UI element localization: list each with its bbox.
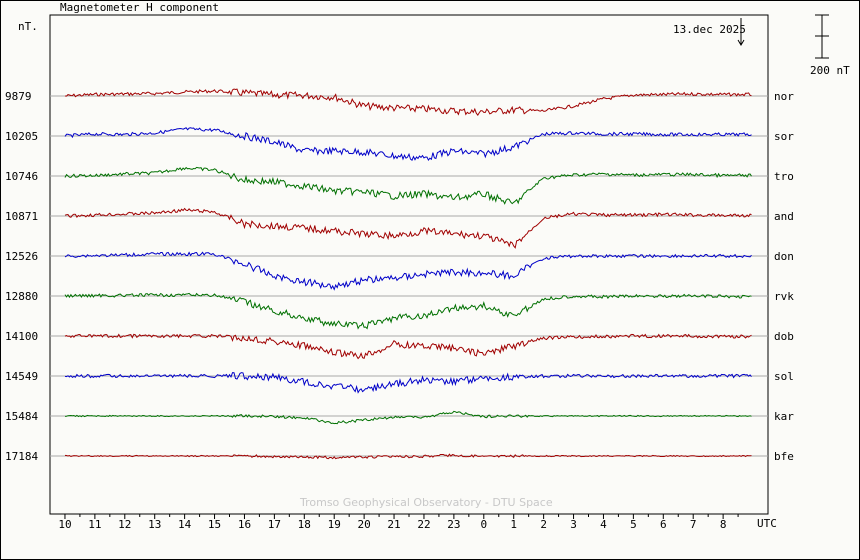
x-tick-label-13: 13 xyxy=(148,518,161,531)
x-tick-label-10: 10 xyxy=(58,518,71,531)
x-tick-label-23: 23 xyxy=(447,518,460,531)
x-tick-label-11: 11 xyxy=(88,518,101,531)
x-tick-label-6: 6 xyxy=(660,518,667,531)
credit-text: Tromso Geophysical Observatory - DTU Spa… xyxy=(299,496,553,509)
scale-bar-label: 200 nT xyxy=(810,64,850,77)
date-marker-arrow xyxy=(737,18,745,46)
chart-title: Magnetometer H component xyxy=(60,1,219,14)
x-tick-label-21: 21 xyxy=(387,518,400,531)
trace-and xyxy=(64,207,752,249)
x-tick-label-15: 15 xyxy=(208,518,221,531)
y-axis-unit: nT. xyxy=(18,20,38,33)
x-tick-label-22: 22 xyxy=(417,518,430,531)
trace-dob xyxy=(64,333,752,360)
trace-nor xyxy=(64,88,752,116)
baseline-value-bfe: 17184 xyxy=(5,450,38,463)
x-tick-label-17: 17 xyxy=(268,518,281,531)
trace-tro xyxy=(64,166,752,205)
baseline-value-dob: 14100 xyxy=(5,330,38,343)
station-label-don: don xyxy=(774,250,794,263)
trace-bfe xyxy=(64,453,752,460)
x-tick-label-19: 19 xyxy=(328,518,341,531)
station-label-bfe: bfe xyxy=(774,450,794,463)
station-label-sor: sor xyxy=(774,130,794,143)
station-label-and: and xyxy=(774,210,794,223)
x-tick-label-12: 12 xyxy=(118,518,131,531)
x-tick-label-4: 4 xyxy=(600,518,607,531)
x-tick-label-20: 20 xyxy=(358,518,371,531)
x-tick-label-14: 14 xyxy=(178,518,192,531)
trace-kar xyxy=(64,410,752,425)
station-label-kar: kar xyxy=(774,410,794,423)
station-label-sol: sol xyxy=(774,370,794,383)
baseline-value-nor: 9879 xyxy=(5,90,32,103)
x-tick-label-5: 5 xyxy=(630,518,637,531)
trace-sol xyxy=(64,372,752,394)
x-tick-label-16: 16 xyxy=(238,518,251,531)
baseline-value-don: 12526 xyxy=(5,250,38,263)
x-tick-label-18: 18 xyxy=(298,518,311,531)
scale-bar xyxy=(815,14,829,59)
trace-sor xyxy=(64,127,752,162)
x-tick-label-0: 0 xyxy=(480,518,487,531)
x-tick-label-7: 7 xyxy=(690,518,697,531)
station-label-tro: tro xyxy=(774,170,794,183)
series-layer xyxy=(64,88,752,460)
y-axis-labels: 9879 10205 10746 10871 12526 12880 14100 14549 1… xyxy=(5,90,38,463)
plot-area xyxy=(49,14,769,515)
baseline-value-tro: 10746 xyxy=(5,170,38,183)
baseline-value-rvk: 12880 xyxy=(5,290,38,303)
date-label: 13.dec 2025 xyxy=(673,23,746,36)
x-tick-label-8: 8 xyxy=(720,518,727,531)
baseline-value-and: 10871 xyxy=(5,210,38,223)
x-axis-ticks: 10 11 12 13 14 15 16 17 18 19 20 21 22 23 0 1 2 3 4 5 6 7 8 xyxy=(58,514,739,531)
x-axis-label: UTC xyxy=(757,517,777,530)
baseline-value-sol: 14549 xyxy=(5,370,38,383)
x-tick-label-2: 2 xyxy=(540,518,547,531)
station-label-dob: dob xyxy=(774,330,794,343)
x-tick-label-1: 1 xyxy=(510,518,517,531)
station-label-nor: nor xyxy=(774,90,794,103)
x-tick-label-3: 3 xyxy=(570,518,577,531)
station-label-rvk: rvk xyxy=(774,290,794,303)
trace-rvk xyxy=(64,292,752,330)
trace-don xyxy=(64,251,752,291)
station-labels: nor sor tro and don rvk dob sol kar bfe xyxy=(774,90,794,463)
baseline-value-sor: 10205 xyxy=(5,130,38,143)
baseline-value-kar: 15484 xyxy=(5,410,38,423)
